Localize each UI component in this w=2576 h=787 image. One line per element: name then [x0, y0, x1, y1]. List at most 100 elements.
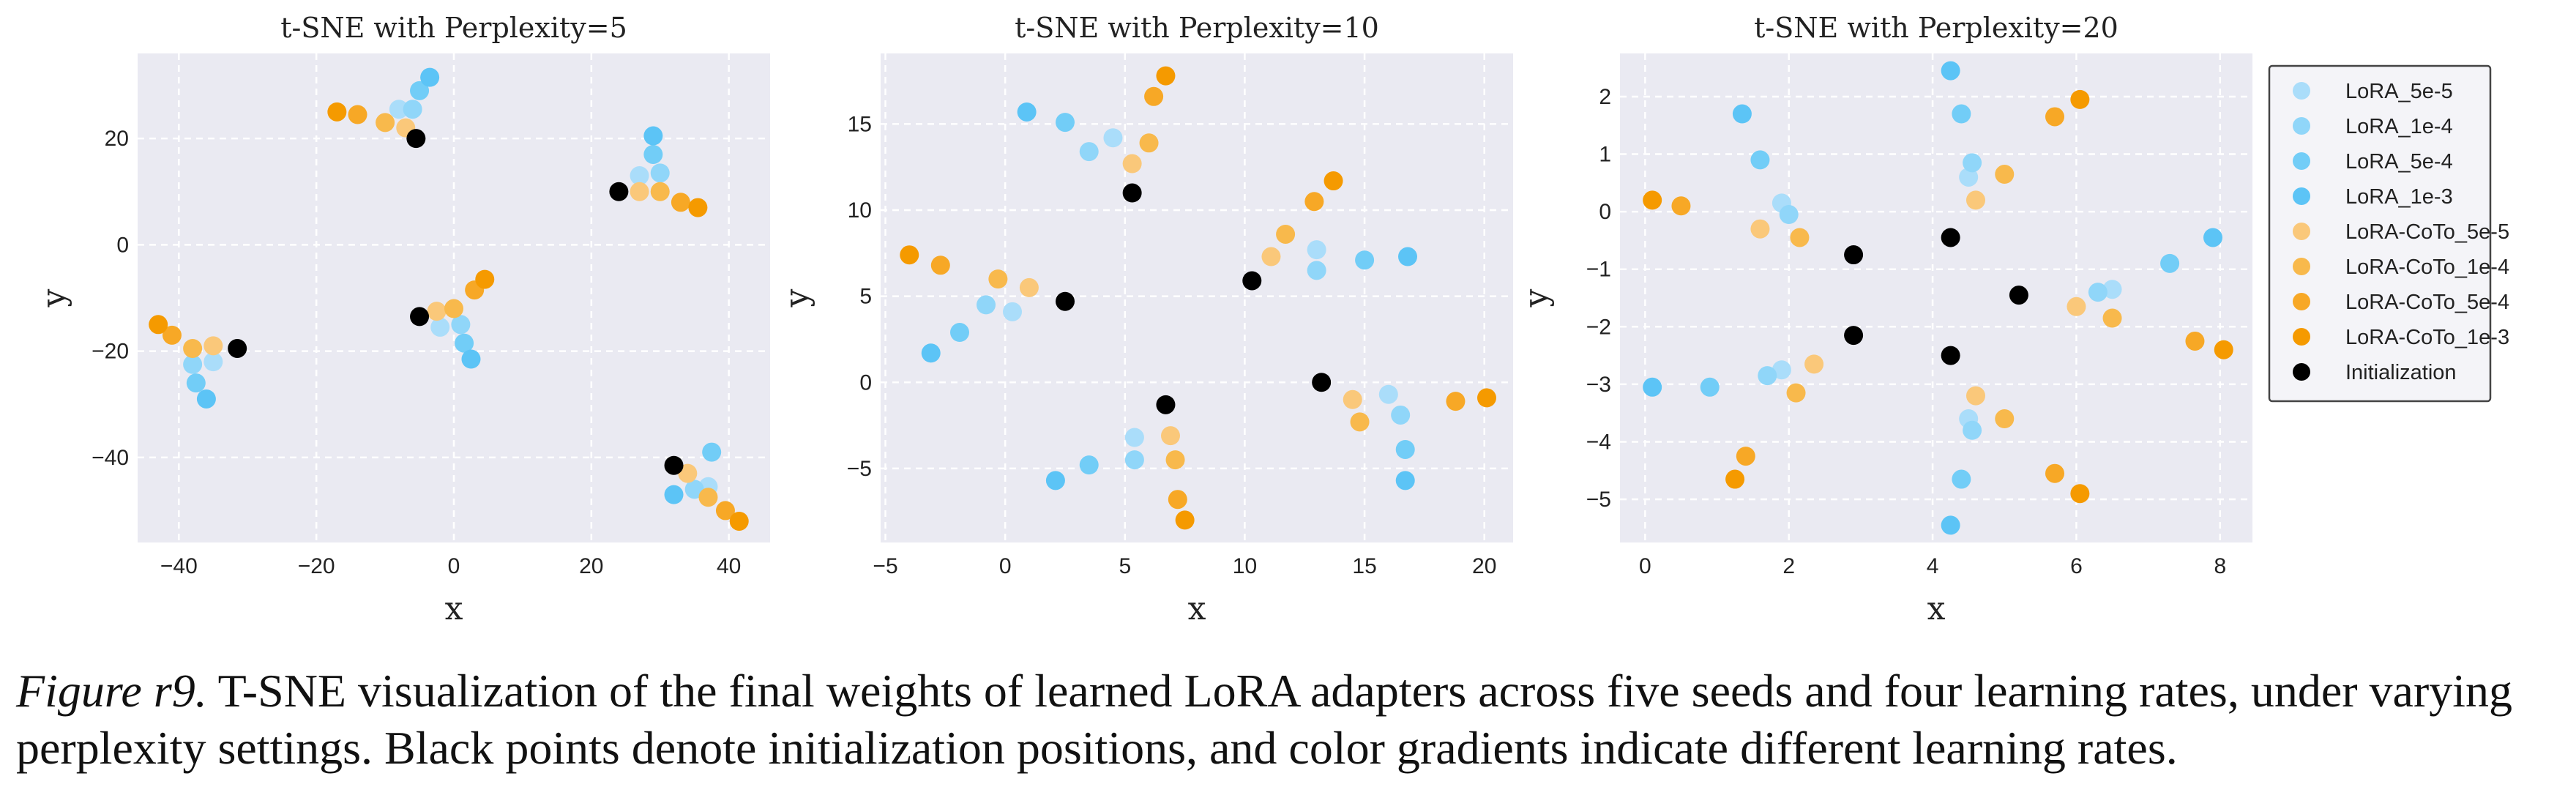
data-point: [1779, 205, 1799, 225]
x-tick-label: 6: [2070, 554, 2083, 578]
data-point: [643, 144, 663, 164]
data-point: [1276, 224, 1296, 244]
data-point: [2067, 296, 2086, 316]
legend-label: LoRA-CoTo_5e-5: [2345, 220, 2509, 244]
data-point: [1772, 360, 1791, 380]
panel-2: −5 0 5 10 15 20 −5 0 5 10 15 t-SNE with Perplexity=…: [778, 12, 1513, 627]
data-point: [1350, 412, 1370, 432]
data-point: [1732, 104, 1752, 124]
x-tick-label: −20: [298, 554, 335, 578]
data-point: [1844, 326, 1864, 346]
x-axis-label: x: [1188, 590, 1206, 627]
panel-1: −40 −20 0 20 40 −40 −20 0 20 t-SNE with Perplexit…: [35, 12, 770, 627]
data-point: [630, 182, 649, 201]
series-LoRA-CoTo_5e-5: [204, 118, 698, 483]
data-point: [1790, 228, 1810, 247]
series-LoRA-CoTo_1e-3: [1643, 89, 2233, 504]
series-Initialization: [228, 129, 684, 475]
series-LoRA_1e-4: [183, 100, 704, 499]
y-axis-label: y: [778, 288, 815, 307]
plot-area: [1620, 53, 2252, 542]
legend-label: LoRA_1e-4: [2345, 115, 2453, 138]
data-point: [2102, 308, 2122, 328]
data-point: [1056, 291, 1075, 311]
y-tick-label: 0: [1599, 200, 1611, 224]
x-tick-label: −40: [160, 554, 198, 578]
data-point: [420, 67, 440, 87]
data-point: [1156, 66, 1176, 86]
y-tick-label: −5: [847, 457, 872, 481]
data-point: [1446, 392, 1466, 411]
data-point: [1144, 86, 1164, 106]
data-point: [204, 352, 223, 372]
series-LoRA-CoTo_1e-4: [1786, 165, 2122, 429]
data-point: [900, 245, 919, 265]
data-point: [1700, 377, 1720, 397]
data-point: [1643, 190, 1662, 210]
data-point: [2045, 107, 2064, 127]
data-point: [698, 488, 718, 507]
x-tick-label: 2: [1782, 554, 1795, 578]
series-LoRA-CoTo_5e-5: [1019, 154, 1362, 446]
data-point: [1477, 388, 1496, 408]
panel-title: t-SNE with Perplexity=20: [1754, 12, 2118, 44]
data-point: [183, 338, 203, 358]
x-tick-label: 8: [2214, 554, 2226, 578]
data-point: [1952, 104, 1971, 124]
data-point: [1307, 240, 1326, 260]
y-tick-label: −1: [1586, 258, 1611, 282]
caption-label: Figure r9.: [16, 665, 207, 717]
data-point: [451, 315, 471, 335]
data-point: [950, 323, 969, 343]
series-LoRA-CoTo_1e-3: [900, 66, 1496, 530]
data-point: [1019, 277, 1039, 297]
legend-marker: [2293, 82, 2310, 100]
data-point: [1750, 150, 1770, 170]
legend-marker: [2293, 258, 2310, 275]
data-point: [1959, 167, 1979, 187]
legend-label: LoRA-CoTo_1e-4: [2345, 256, 2509, 279]
data-point: [427, 302, 447, 321]
data-point: [1312, 373, 1332, 392]
y-tick-label: 0: [859, 370, 872, 395]
legend-marker: [2293, 293, 2310, 310]
legend-marker: [2293, 117, 2310, 135]
data-point: [609, 182, 629, 201]
data-point: [650, 182, 670, 201]
data-point: [461, 349, 481, 369]
panel-3: 0 2 4 6 8 −5 −4 −3 −2 −1 0 1 2 t-SNE with Perplexity=…: [1517, 12, 2252, 627]
series-LoRA_5e-4: [1700, 104, 2180, 489]
legend-label: Initialization: [2345, 361, 2457, 384]
data-point: [921, 343, 941, 363]
data-point: [1941, 346, 1960, 365]
legend-marker: [2293, 152, 2310, 170]
y-tick-label: 1: [1599, 143, 1611, 167]
data-point: [149, 315, 168, 335]
data-point: [1844, 245, 1864, 265]
x-tick-label: 0: [1639, 554, 1651, 578]
data-point: [1966, 386, 1985, 406]
data-point: [1124, 428, 1144, 447]
data-point: [1079, 455, 1099, 475]
data-point: [2070, 484, 2090, 504]
series-LoRA_5e-4: [950, 113, 1415, 475]
x-tick-label: 5: [1119, 554, 1131, 578]
data-point: [643, 126, 663, 146]
legend-label: LoRA-CoTo_5e-4: [2345, 291, 2509, 314]
data-point: [475, 269, 495, 289]
data-point: [1941, 61, 1960, 81]
legend-marker: [2293, 223, 2310, 240]
data-point: [1398, 247, 1417, 266]
data-point: [1391, 405, 1411, 425]
data-point: [1804, 354, 1824, 374]
x-tick-label: 40: [717, 554, 741, 578]
series-LoRA_1e-4: [1758, 153, 2108, 440]
data-point: [729, 511, 749, 531]
data-point: [988, 269, 1008, 289]
data-point: [1261, 247, 1281, 266]
data-point: [1122, 183, 1142, 203]
data-point: [1643, 377, 1662, 397]
data-point: [2203, 228, 2222, 247]
panel-title: t-SNE with Perplexity=10: [1015, 12, 1379, 44]
series-LoRA-CoTo_5e-4: [162, 105, 735, 521]
